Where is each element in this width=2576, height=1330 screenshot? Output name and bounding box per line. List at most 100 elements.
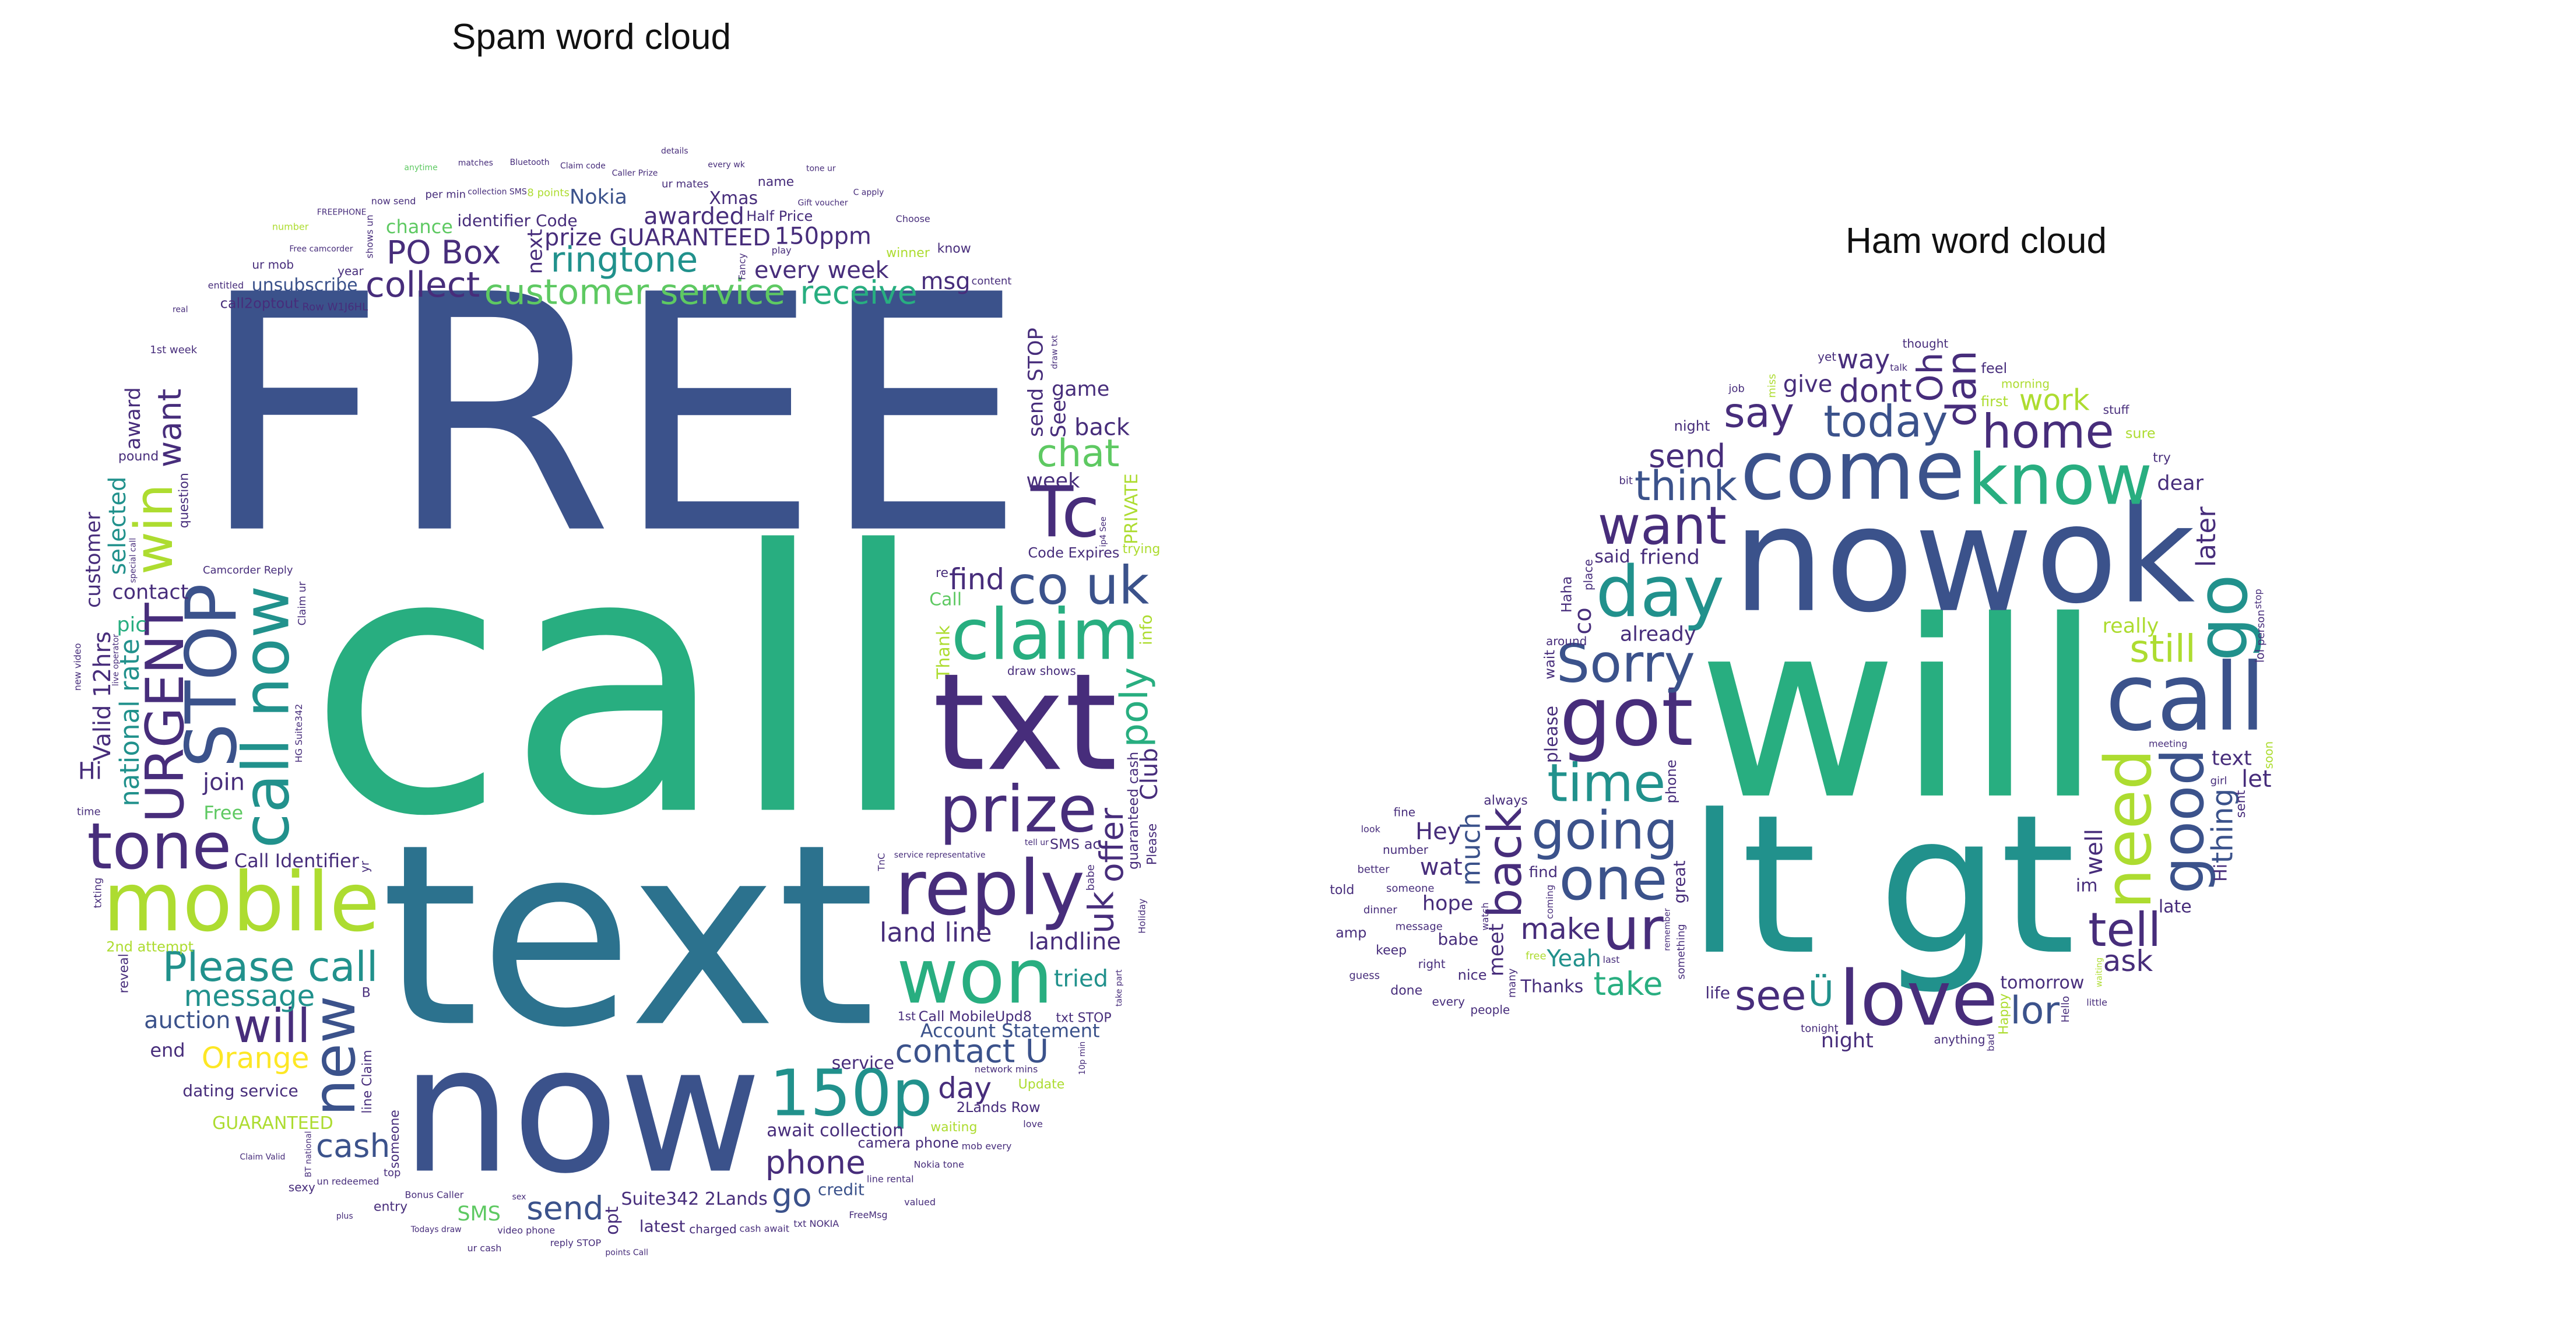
- spam-word: SMS ac: [1050, 836, 1101, 852]
- spam-word: customer: [82, 512, 106, 608]
- ham-word: free: [1526, 950, 1547, 962]
- spam-word: uk: [1081, 891, 1122, 934]
- spam-panel: Spam word cloud call FREE text now txt mobile…: [72, 17, 1163, 1257]
- spam-word: opt: [602, 1206, 623, 1234]
- ham-word: Hey: [1415, 818, 1461, 845]
- spam-word: new video: [72, 643, 83, 691]
- spam-word: question: [177, 473, 191, 528]
- spam-word: name: [758, 175, 794, 189]
- ham-word: take: [1594, 965, 1663, 1002]
- spam-word: trying: [1123, 542, 1161, 557]
- ham-word: Haha: [1558, 576, 1575, 613]
- spam-word: Nokia tone: [913, 1159, 964, 1170]
- ham-word: tell: [2088, 903, 2161, 957]
- ham-word: see: [1735, 972, 1807, 1019]
- spam-word: ip4 See: [1099, 516, 1108, 547]
- ham-word: call: [2106, 643, 2266, 752]
- spam-word: Suite342 2Lands: [621, 1189, 767, 1209]
- spam-word: ur cash: [468, 1243, 502, 1254]
- spam-cloud-title: Spam word cloud: [452, 17, 732, 57]
- ham-panel: Ham word cloud will lt gt now ok call come lov…: [1288, 0, 2576, 1330]
- spam-word: auction: [144, 1007, 230, 1034]
- spam-word: draw shows: [1007, 664, 1076, 678]
- ham-word: job: [1728, 382, 1744, 395]
- spam-word: FreeMsg: [849, 1209, 887, 1220]
- spam-word: video phone: [497, 1225, 555, 1236]
- spam-word: txt: [933, 645, 1117, 801]
- ham-word: fine: [1394, 805, 1416, 819]
- ham-word: home: [1982, 404, 2114, 459]
- spam-word: reveal: [117, 953, 132, 993]
- ham-word: give: [1783, 371, 1833, 398]
- spam-word: someone: [388, 1110, 402, 1169]
- ham-word: last: [1603, 954, 1620, 965]
- spam-word: Account Statement: [920, 1020, 1100, 1042]
- ham-word: much: [1456, 812, 1486, 886]
- ham-word: Hello: [2060, 996, 2072, 1023]
- spam-word: Claim ur: [296, 581, 308, 625]
- ham-word: bad: [1985, 1034, 1997, 1051]
- ham-word: told: [1330, 883, 1354, 898]
- spam-word: tone ur: [806, 164, 836, 173]
- spam-word: entitled: [208, 280, 244, 291]
- spam-word: 1st week: [150, 344, 197, 356]
- spam-word: every week: [754, 257, 890, 284]
- ham-word: got: [1559, 670, 1693, 765]
- ham-word: well: [2081, 829, 2108, 875]
- ham-word: stop: [2252, 589, 2264, 609]
- spam-word: selected: [104, 477, 131, 575]
- ham-word: meeting: [2149, 738, 2187, 750]
- spam-word: URGENT: [135, 602, 196, 822]
- spam-word: Claim code: [560, 161, 606, 171]
- spam-word: offer: [1093, 808, 1130, 882]
- spam-word: week: [1026, 469, 1080, 492]
- spam-word: text: [381, 791, 876, 1082]
- spam-word: Club: [1136, 748, 1163, 800]
- ham-word: sure: [2125, 425, 2156, 442]
- ham-word: im: [2076, 875, 2098, 896]
- spam-word: shows un: [364, 214, 375, 258]
- spam-word: tell ur: [1025, 838, 1049, 847]
- ham-word: dan: [1938, 350, 1985, 427]
- spam-word: awarded: [644, 203, 744, 230]
- spam-word: next: [523, 229, 547, 275]
- ham-word: dinner: [1363, 904, 1397, 916]
- ham-word: something: [1675, 924, 1688, 979]
- spam-word: txt NOKIA: [793, 1218, 839, 1229]
- spam-word: collect: [366, 265, 480, 305]
- spam-word: Bluetooth: [510, 158, 550, 167]
- ham-word: try: [2153, 451, 2171, 466]
- spam-word: live operator: [111, 634, 121, 687]
- ham-word: anything: [1934, 1032, 1985, 1046]
- spam-word: Camcorder Reply: [203, 564, 293, 576]
- spam-word: details: [661, 146, 688, 156]
- ham-word: work: [2019, 383, 2090, 417]
- ham-word: thing: [2205, 789, 2239, 864]
- spam-word: charged: [689, 1222, 737, 1236]
- spam-word: customer service: [484, 272, 786, 313]
- ham-word: time: [1547, 752, 1665, 814]
- spam-word: tone: [87, 809, 231, 884]
- spam-word: re: [936, 566, 948, 580]
- ham-word: say: [1724, 389, 1794, 437]
- spam-word: Row W1J6HL: [302, 301, 368, 313]
- spam-word: poly: [1113, 667, 1157, 748]
- spam-word: back: [1074, 414, 1130, 441]
- spam-word: Tc: [1030, 472, 1100, 553]
- ham-word: guess: [1349, 970, 1380, 982]
- spam-word: service representative: [894, 850, 986, 860]
- spam-word: Please call: [163, 943, 378, 991]
- spam-word: year: [338, 264, 364, 278]
- spam-word: prize: [939, 772, 1097, 846]
- spam-word: join: [202, 769, 245, 796]
- ham-word: late: [2159, 897, 2192, 917]
- ham-word: text: [2212, 747, 2252, 770]
- ham-word: today: [1823, 396, 1948, 447]
- spam-word: TnC: [876, 853, 887, 871]
- spam-word: won: [897, 932, 1053, 1021]
- spam-word: info: [1137, 614, 1156, 645]
- ham-word: night: [1821, 1029, 1874, 1053]
- ham-word: little: [2086, 997, 2107, 1008]
- spam-word: 2nd attempt: [106, 939, 194, 955]
